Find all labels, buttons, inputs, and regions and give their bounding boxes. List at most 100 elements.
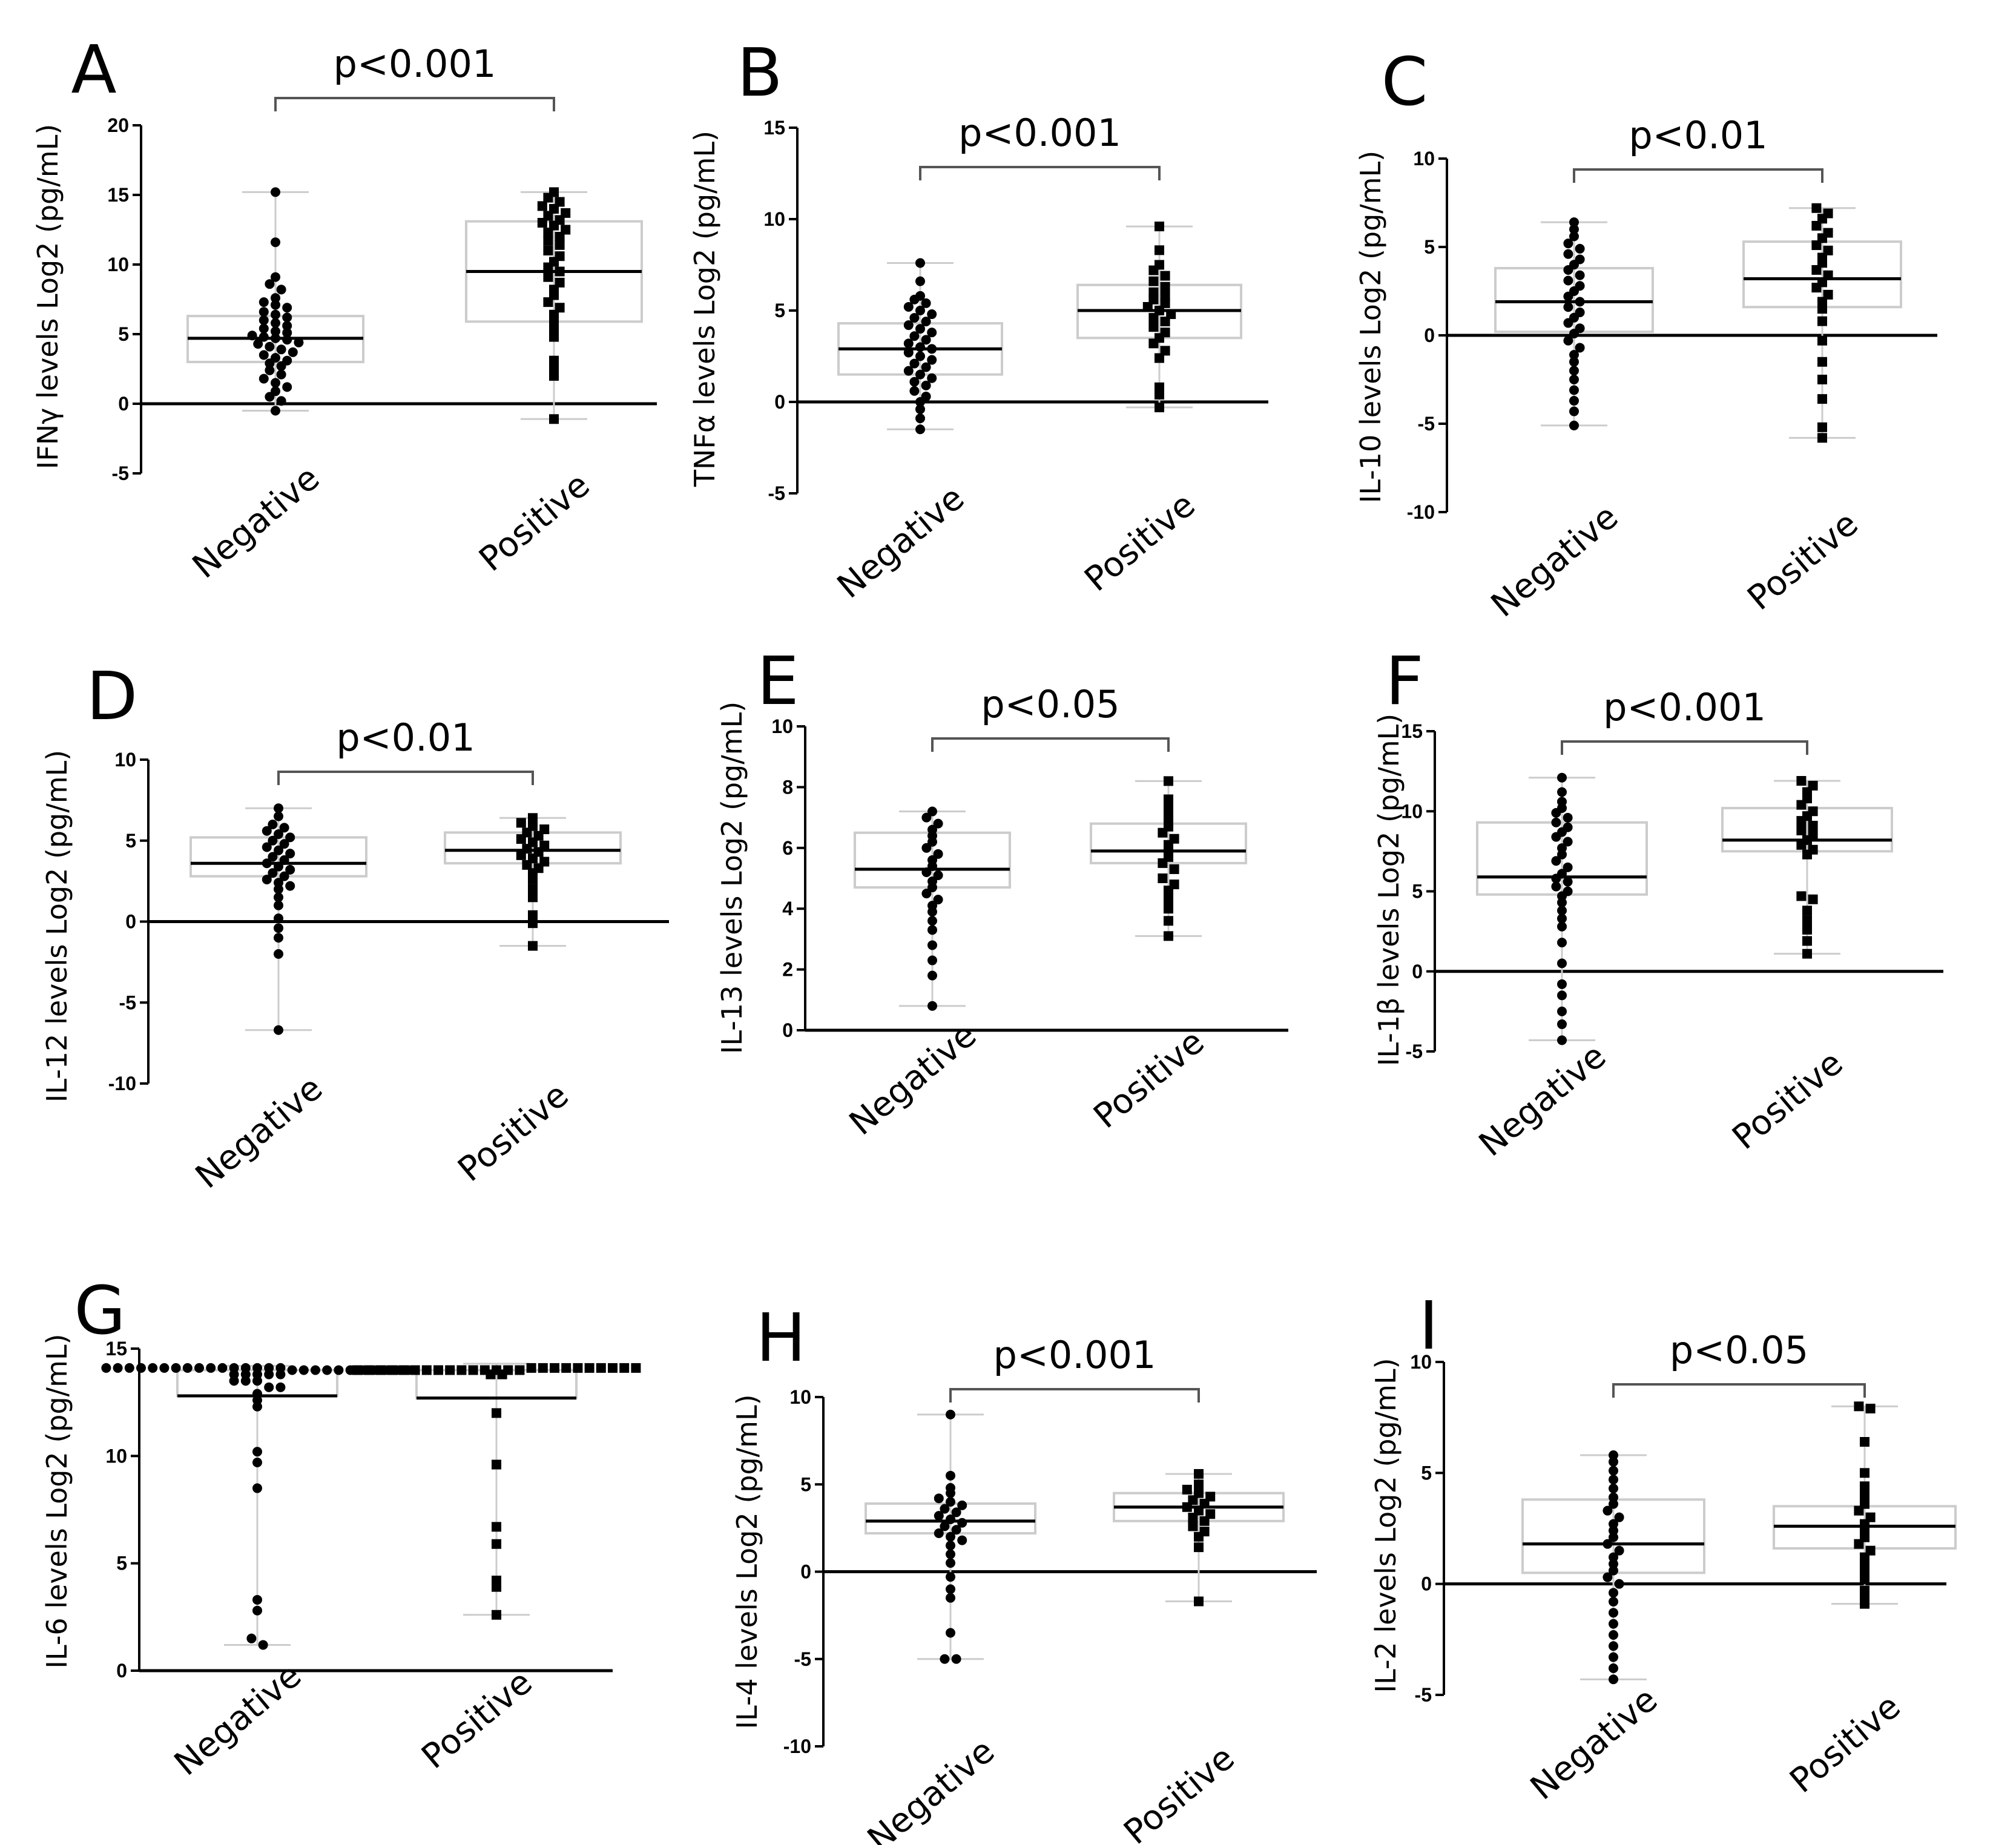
data-point: [398, 1365, 409, 1375]
panel-letter: I: [1419, 1287, 1438, 1364]
data-point: [1817, 433, 1827, 443]
data-point: [543, 228, 553, 238]
data-point: [264, 1369, 274, 1380]
data-point: [276, 361, 286, 371]
y-tick-label: -5: [1406, 1041, 1423, 1062]
data-point: [1164, 916, 1173, 926]
data-point: [1817, 357, 1827, 367]
y-tick-label: 0: [782, 1019, 793, 1041]
data-point: [934, 1528, 944, 1539]
data-point: [259, 323, 269, 334]
data-point: [915, 397, 925, 407]
data-point: [1796, 840, 1807, 850]
data-point: [274, 811, 283, 821]
data-point: [1557, 1006, 1567, 1016]
data-point: [1796, 891, 1807, 901]
data-point: [1551, 832, 1561, 842]
data-point: [1569, 329, 1579, 339]
data-point: [252, 1605, 262, 1616]
data-point: [915, 258, 925, 268]
data-point: [265, 365, 275, 375]
data-point: [543, 235, 553, 246]
data-point: [1609, 1519, 1618, 1529]
data-point: [946, 1628, 955, 1638]
data-point: [543, 297, 553, 308]
y-axis-title: TNFα levels Log2 (pg/mL): [688, 131, 721, 487]
panel-c: C IL-10 levels Log2 (pg/mL) 10 5 0 -5 -10 Negat…: [1354, 43, 1937, 625]
data-point: [903, 301, 914, 312]
data-point: [1563, 291, 1573, 301]
data-point: [492, 1610, 501, 1620]
x-category-label: Positive: [415, 1663, 540, 1777]
y-tick-label: 10: [1410, 1351, 1432, 1373]
data-point: [1802, 924, 1812, 935]
data-point: [1148, 294, 1159, 304]
data-point: [903, 338, 914, 349]
data-point: [271, 300, 280, 310]
data-point: [915, 351, 925, 361]
x-category-label: Positive: [1117, 1738, 1242, 1845]
data-point: [1158, 858, 1168, 868]
x-category-label: Negative: [185, 458, 327, 586]
data-point: [1817, 394, 1827, 404]
data-point: [282, 321, 292, 331]
y-axis-title: IFNγ levels Log2 (pg/mL): [31, 124, 64, 470]
data-point: [1802, 915, 1812, 926]
data-point: [410, 1365, 420, 1375]
data-point: [516, 834, 526, 844]
data-point: [946, 1541, 955, 1551]
y-axis-title: IL-1β levels Log2 (pg/mL): [1372, 714, 1405, 1066]
data-point: [387, 1365, 397, 1375]
y-tick-label: 5: [1412, 881, 1423, 903]
data-point: [549, 371, 559, 381]
significance-bracket: [919, 166, 1161, 180]
y-tick-label: 10: [1401, 800, 1423, 822]
group-positive: Positive: [1741, 203, 1902, 618]
data-point: [1155, 403, 1164, 413]
data-point: [940, 1504, 950, 1514]
y-tick-label: 15: [1401, 720, 1423, 742]
data-point: [1164, 931, 1173, 941]
data-point: [903, 320, 914, 331]
data-point: [1563, 275, 1573, 286]
panel-f: FIL-1β levels Log2 (pg/mL)15 10 5 0 -5 Negati…: [1372, 642, 1943, 1164]
y-axis-title: IL-13 levels Log2 (pg/mL): [716, 702, 748, 1054]
data-point: [265, 392, 275, 402]
data-point: [1860, 1599, 1869, 1609]
data-point: [1609, 1597, 1618, 1607]
data-point: [561, 1363, 572, 1373]
data-point: [262, 874, 272, 884]
data-point: [492, 1539, 501, 1549]
data-point: [171, 1363, 181, 1373]
data-point: [1609, 1525, 1618, 1536]
data-point: [528, 910, 538, 920]
data-point: [526, 1363, 536, 1373]
data-point: [1854, 1401, 1864, 1412]
data-point: [276, 369, 286, 380]
data-point: [1854, 1505, 1864, 1516]
data-point: [921, 889, 932, 899]
data-point: [271, 272, 280, 282]
data-point: [194, 1363, 204, 1373]
data-point: [282, 303, 292, 313]
data-point: [927, 883, 937, 893]
data-point: [946, 1470, 955, 1481]
data-point: [268, 835, 278, 846]
data-point: [1609, 1475, 1618, 1485]
data-point: [1563, 318, 1573, 328]
data-point: [1557, 921, 1567, 932]
data-point: [951, 1525, 961, 1535]
y-tick-label: -5: [119, 992, 136, 1013]
data-point: [492, 1459, 501, 1470]
data-point: [1155, 222, 1164, 232]
data-point: [1188, 1513, 1198, 1523]
data-point: [124, 1363, 134, 1373]
data-point: [1609, 1619, 1618, 1629]
data-point: [927, 907, 937, 917]
data-point: [933, 870, 943, 880]
data-point: [1158, 827, 1168, 838]
y-tick-label: 0: [1412, 961, 1423, 982]
data-point: [537, 218, 547, 228]
data-point: [946, 1497, 955, 1507]
data-point: [1811, 265, 1822, 275]
